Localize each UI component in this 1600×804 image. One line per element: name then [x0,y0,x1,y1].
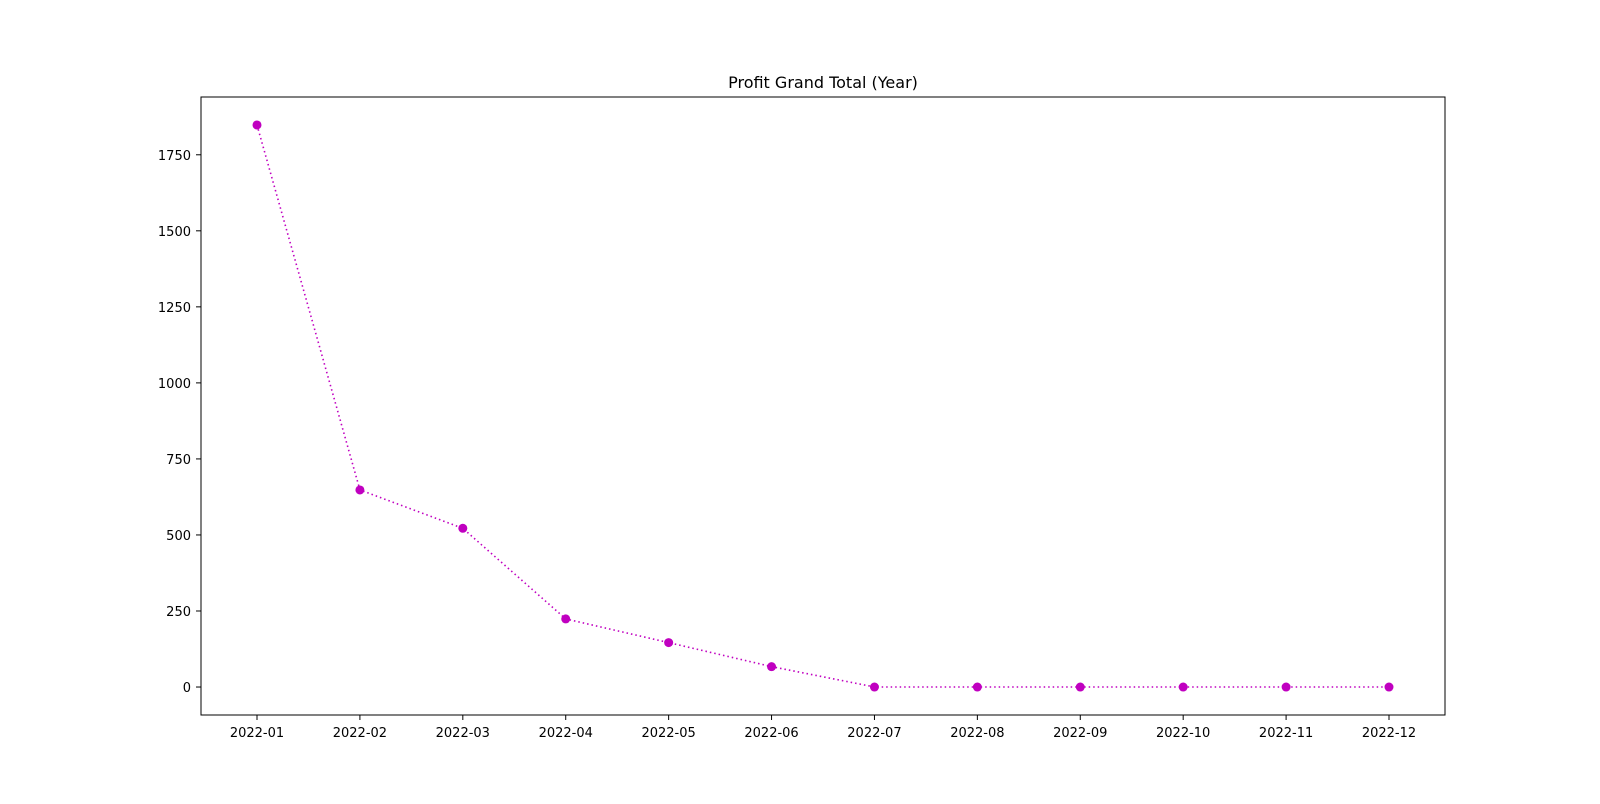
x-tick-label: 2022-01 [230,726,284,741]
chart-title: Profit Grand Total (Year) [728,73,918,92]
data-point [664,638,674,648]
data-point [1178,682,1188,692]
data-point [869,682,879,692]
data-point [458,523,468,533]
x-axis: 2022-01 2022-02 2022-03 2022-04 2022-05 2022-… [230,715,1416,741]
x-tick-label: 2022-05 [641,726,695,741]
x-tick-label: 2022-10 [1156,726,1210,741]
x-tick-label: 2022-09 [1053,726,1107,741]
data-point [972,682,982,692]
plot-area-frame [200,96,1446,716]
y-tick-label: 500 [166,529,191,544]
y-tick-label: 1500 [158,225,191,240]
y-tick-label: 750 [166,453,191,468]
x-tick-label: 2022-03 [436,726,490,741]
x-tick-label: 2022-06 [744,726,798,741]
data-point [355,485,365,495]
data-point [252,120,262,130]
data-point [561,614,571,624]
y-tick-label: 0 [183,681,191,696]
x-tick-label: 2022-08 [950,726,1004,741]
y-tick-label: 1250 [158,301,191,316]
data-point [1281,682,1291,692]
x-tick-label: 2022-02 [333,726,387,741]
x-tick-label: 2022-12 [1362,726,1416,741]
x-tick-label: 2022-04 [539,726,593,741]
y-axis: 0 250 500 750 1000 1250 1500 1750 [158,149,201,696]
data-point [1384,682,1394,692]
series-line [256,124,1389,688]
x-tick-label: 2022-11 [1259,726,1313,741]
y-tick-label: 1750 [158,149,191,164]
data-point [767,662,777,672]
series-layer [252,120,1394,692]
y-tick-label: 250 [166,605,191,620]
x-tick-label: 2022-07 [847,726,901,741]
data-point [1075,682,1085,692]
y-tick-label: 1000 [158,377,191,392]
